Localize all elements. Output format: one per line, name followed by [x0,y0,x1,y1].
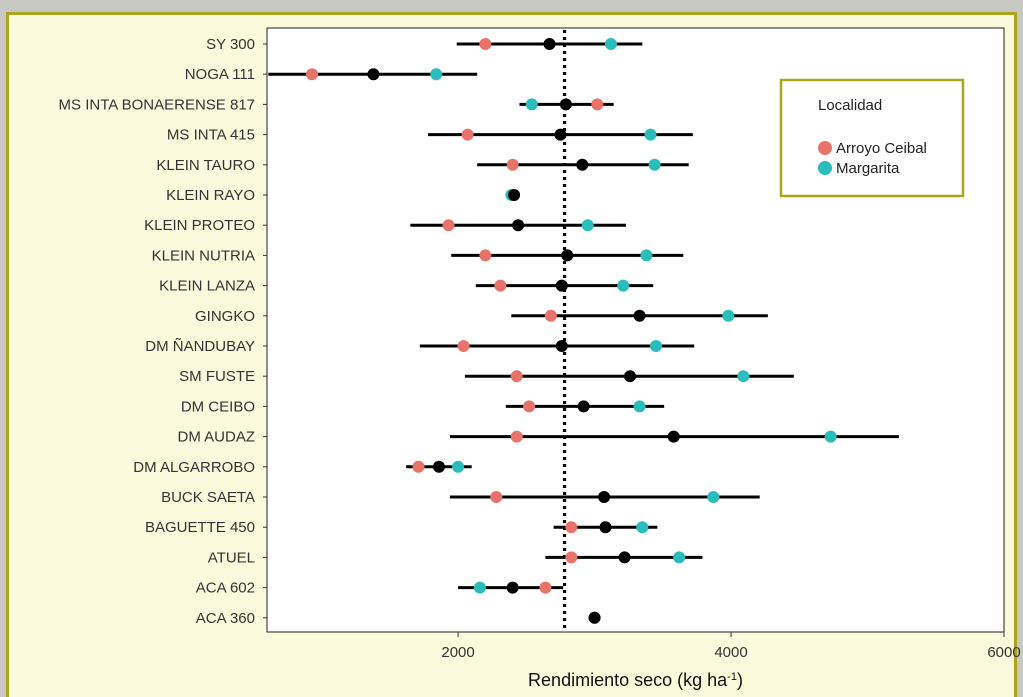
category-label: DM ÑANDUBAY [145,338,255,355]
mean-point [506,581,519,594]
x-tick-label: 2000 [441,644,474,661]
mean-point [577,400,590,413]
legend-box [779,78,965,198]
point-margarita [604,38,617,50]
point-margarita [581,219,594,232]
point-arroyo-ceibal [539,581,552,594]
mean-point [543,38,556,50]
category-label: KLEIN TAURO [156,157,255,174]
point-margarita [640,249,653,262]
x-axis-title: Rendimiento seco (kg ha-1) [528,670,743,690]
x-axis-title-superscript: -1 [727,671,737,683]
point-arroyo-ceibal [591,98,604,111]
x-axis-title-main: Rendimiento seco (kg ha [528,670,728,690]
point-arroyo-ceibal [544,309,557,322]
legend-label: Arroyo Ceibal [836,140,927,157]
mean-point [554,128,567,141]
mean-point [559,98,572,111]
mean-point [555,279,568,292]
point-margarita [644,128,657,141]
point-margarita [824,430,837,443]
point-arroyo-ceibal [523,400,536,413]
point-margarita [737,370,750,383]
legend-title: Localidad [818,97,882,114]
category-label: ACA 360 [196,610,255,627]
point-margarita [430,68,443,81]
mean-point [555,340,568,352]
mean-point [561,249,574,262]
category-label: GINGKO [195,308,255,325]
point-arroyo-ceibal [442,219,455,232]
category-label: KLEIN RAYO [166,187,255,204]
point-margarita [722,309,735,322]
mean-point [576,158,589,171]
category-label: KLEIN NUTRIA [152,247,255,264]
category-label: ACA 602 [196,580,255,597]
category-label: MS INTA 415 [167,127,255,144]
category-label: DM CEIBO [181,398,255,415]
category-label: KLEIN PROTEO [144,217,255,234]
category-label: SM FUSTE [179,368,255,385]
mean-point [633,309,646,322]
mean-point [624,370,637,383]
point-margarita [617,279,630,292]
point-arroyo-ceibal [461,128,474,141]
category-label: NOGA 111 [185,66,255,83]
point-margarita [452,460,465,473]
point-arroyo-ceibal [565,551,578,564]
x-tick-label: 4000 [714,644,747,661]
mean-point [598,491,611,503]
mean-point [432,460,445,473]
point-arroyo-ceibal [494,279,507,292]
x-axis-title-close: ) [737,670,743,690]
legend-swatch [818,161,832,175]
mean-point [588,611,601,624]
mean-point [508,189,521,201]
category-label: BAGUETTE 450 [145,519,255,536]
point-arroyo-ceibal [412,460,425,473]
mean-point [512,219,525,232]
category-label: SY 300 [206,36,255,53]
point-margarita [707,491,720,503]
point-arroyo-ceibal [479,38,492,50]
legend-label: Margarita [836,160,900,177]
point-margarita [636,521,649,534]
category-label: KLEIN LANZA [159,278,255,295]
category-label: BUCK SAETA [161,489,255,506]
mean-point [667,430,680,443]
category-label: ATUEL [208,549,255,566]
point-arroyo-ceibal [510,430,523,443]
category-label: DM AUDAZ [177,429,255,446]
legend-swatch [818,141,832,155]
point-margarita [673,551,686,564]
point-arroyo-ceibal [490,491,503,503]
mean-point [367,68,380,81]
mean-point [599,521,612,534]
point-arroyo-ceibal [479,249,492,262]
point-arroyo-ceibal [457,340,470,352]
point-margarita [649,340,662,352]
point-arroyo-ceibal [306,68,319,81]
category-label: DM ALGARROBO [133,459,255,476]
point-arroyo-ceibal [565,521,578,534]
x-tick-label: 6000 [987,644,1020,661]
point-arroyo-ceibal [506,158,519,171]
category-label: MS INTA BONAERENSE 817 [59,96,255,113]
point-margarita [633,400,646,413]
point-arroyo-ceibal [510,370,523,383]
point-margarita [525,98,538,111]
mean-point [618,551,631,564]
point-margarita [473,581,486,594]
point-margarita [648,158,661,171]
